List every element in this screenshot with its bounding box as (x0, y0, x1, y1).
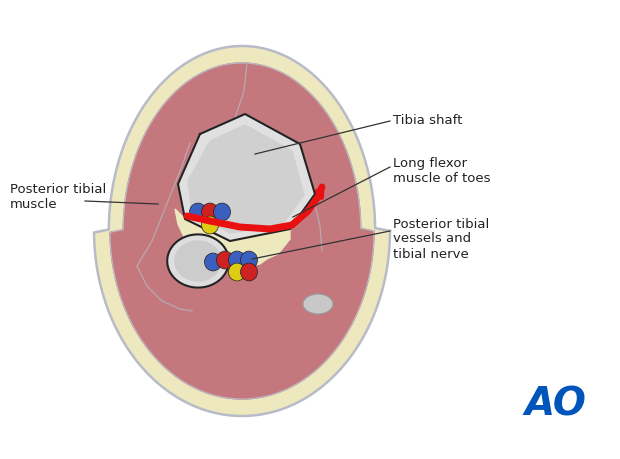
Ellipse shape (202, 216, 218, 234)
Polygon shape (178, 114, 315, 241)
Ellipse shape (202, 203, 218, 221)
Polygon shape (167, 235, 229, 288)
Ellipse shape (303, 294, 333, 314)
Text: Posterior tibial
vessels and
tibial nerve: Posterior tibial vessels and tibial nerv… (393, 218, 489, 261)
Polygon shape (175, 209, 290, 269)
Polygon shape (94, 46, 390, 416)
Ellipse shape (241, 263, 257, 281)
Polygon shape (185, 219, 290, 269)
Ellipse shape (229, 251, 246, 269)
Ellipse shape (205, 253, 221, 271)
Ellipse shape (229, 263, 246, 281)
Ellipse shape (213, 203, 231, 221)
Ellipse shape (190, 203, 206, 221)
Text: AO: AO (524, 385, 586, 423)
Polygon shape (175, 241, 221, 281)
Text: Posterior tibial
muscle: Posterior tibial muscle (10, 183, 106, 211)
Text: Tibia shaft: Tibia shaft (393, 114, 463, 128)
Ellipse shape (216, 251, 234, 269)
Ellipse shape (241, 251, 257, 269)
Polygon shape (188, 125, 304, 233)
Text: Long flexor
muscle of toes: Long flexor muscle of toes (393, 157, 490, 185)
Polygon shape (110, 63, 374, 399)
